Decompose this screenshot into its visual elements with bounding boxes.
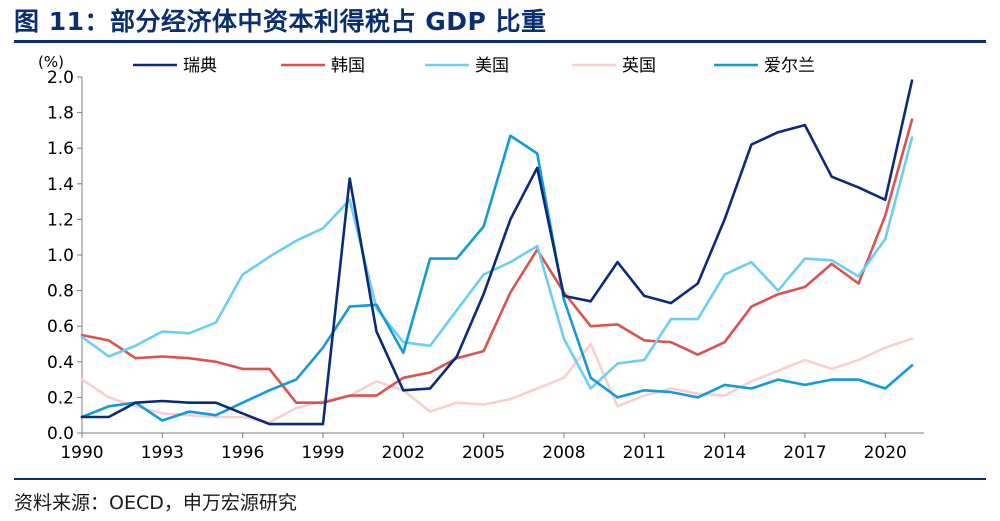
y-tick-label: 0.8 <box>47 282 74 302</box>
y-tick-label: 0.0 <box>47 424 74 444</box>
y-tick-label: 0.6 <box>47 317 74 337</box>
x-tick-label: 2005 <box>462 443 505 463</box>
footer-divider <box>14 478 986 480</box>
legend-label: 美国 <box>475 56 509 76</box>
chart-legend: 瑞典 韩国 美国 英国 爱尔兰 <box>133 56 815 76</box>
series-line-4 <box>80 337 914 424</box>
title-divider <box>14 40 986 43</box>
chart-title: 图 11：部分经济体中资本利得税占 GDP 比重 <box>14 7 547 36</box>
y-tick-label: 1.4 <box>47 175 74 195</box>
y-tick-label: 0.2 <box>47 388 74 408</box>
x-tick-label: 2017 <box>783 443 826 463</box>
line-chart: (%) 0.0 0.2 0.4 0.6 0.8 1.0 1.2 1.4 1.6 1.8 2.0 19… <box>38 53 924 463</box>
y-tick-label: 1.2 <box>47 210 74 230</box>
y-axis-ticks: 0.0 0.2 0.4 0.6 0.8 1.0 1.2 1.4 1.6 1.8 2.0 <box>47 68 82 444</box>
x-tick-label: 1990 <box>60 443 103 463</box>
series-line-5 <box>80 134 914 422</box>
x-tick-label: 2011 <box>623 443 666 463</box>
x-tick-label: 1993 <box>141 443 184 463</box>
y-tick-label: 1.6 <box>47 139 74 159</box>
legend-label: 爱尔兰 <box>764 56 815 76</box>
y-tick-label: 2.0 <box>47 68 74 88</box>
series-line-2 <box>80 118 914 405</box>
x-tick-label: 2008 <box>542 443 585 463</box>
legend-label: 瑞典 <box>183 56 217 76</box>
y-tick-label: 0.4 <box>47 353 74 373</box>
x-tick-label: 1999 <box>301 443 344 463</box>
chart-axes <box>81 77 924 434</box>
x-tick-label: 1996 <box>221 443 264 463</box>
source-note: 资料来源：OECD，申万宏源研究 <box>14 492 297 514</box>
series-line-1 <box>80 79 914 426</box>
y-tick-label: 1.8 <box>47 104 74 124</box>
chart-series <box>80 79 914 426</box>
x-tick-label: 2002 <box>382 443 425 463</box>
series-line-3 <box>80 136 914 390</box>
legend-label: 韩国 <box>331 56 365 76</box>
x-axis-ticks: 1990 1993 1996 1999 2002 2005 2008 2011 2014 2017… <box>60 433 907 463</box>
y-axis-unit-label: (%) <box>38 53 64 71</box>
legend-label: 英国 <box>622 56 656 76</box>
x-tick-label: 2014 <box>703 443 746 463</box>
x-tick-label: 2020 <box>864 443 907 463</box>
y-tick-label: 1.0 <box>47 246 74 266</box>
